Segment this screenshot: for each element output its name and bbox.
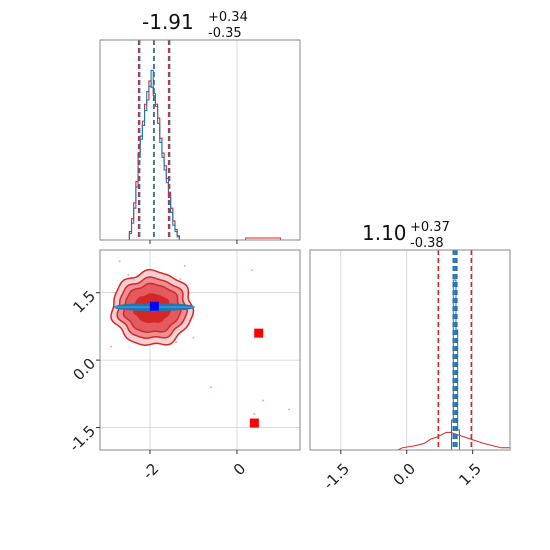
scatter-point bbox=[109, 345, 112, 348]
histogram-red-tail bbox=[245, 237, 281, 240]
scatter-point bbox=[253, 413, 256, 416]
red-marker bbox=[254, 328, 264, 338]
joint-y-tick-labels: -1.5 0.0 1.5 bbox=[66, 287, 99, 455]
scatter-point bbox=[183, 264, 186, 267]
title-param-2-plus: +0.37 bbox=[410, 220, 450, 235]
marginal-2-x-tick-labels: -1.5 0.0 1.5 bbox=[320, 460, 485, 493]
y-tick-label: 1.5 bbox=[69, 287, 99, 317]
title-param-1-plus: +0.34 bbox=[208, 10, 248, 25]
scatter-point bbox=[288, 408, 291, 411]
x-tick-label: -1.5 bbox=[320, 460, 353, 493]
histogram-blue bbox=[451, 279, 460, 450]
scatter-point bbox=[262, 399, 265, 402]
marginal-1-frame bbox=[99, 39, 301, 241]
histogram-blue bbox=[128, 69, 180, 240]
x-tick-label: 0 bbox=[230, 460, 249, 479]
y-tick-label: 0.0 bbox=[69, 354, 99, 384]
joint-panel bbox=[96, 249, 301, 454]
scatter-point bbox=[118, 260, 121, 263]
x-tick-label: -2 bbox=[139, 460, 162, 483]
title-param-1-value: -1.91 bbox=[142, 10, 194, 34]
joint-x-tick-labels: -2 0 bbox=[139, 460, 249, 483]
marginal-2-panel bbox=[309, 249, 511, 454]
scatter-point bbox=[127, 273, 130, 276]
red-marker bbox=[249, 418, 259, 428]
marginal-2-frame bbox=[309, 249, 511, 451]
marginal-1-panel bbox=[99, 39, 301, 244]
title-param-2-value: 1.10 bbox=[362, 221, 407, 245]
scatter-point bbox=[192, 336, 195, 339]
histogram-red bbox=[310, 431, 510, 451]
x-tick-label: 0.0 bbox=[389, 460, 419, 490]
scatter-point bbox=[179, 278, 182, 281]
title-param-1: -1.91 +0.34 -0.35 bbox=[142, 10, 248, 41]
contour-level-4 bbox=[110, 268, 195, 346]
blue-marker bbox=[149, 301, 159, 311]
y-tick-label: -1.5 bbox=[66, 422, 99, 455]
x-tick-label: 1.5 bbox=[455, 460, 485, 490]
scatter-point bbox=[175, 341, 178, 344]
title-param-2: 1.10 +0.37 -0.38 bbox=[362, 220, 450, 251]
title-param-2-minus: -0.38 bbox=[410, 236, 444, 251]
joint-frame bbox=[99, 249, 301, 451]
scatter-point bbox=[251, 269, 254, 272]
title-param-1-minus: -0.35 bbox=[208, 26, 242, 41]
scatter-point bbox=[209, 386, 212, 389]
